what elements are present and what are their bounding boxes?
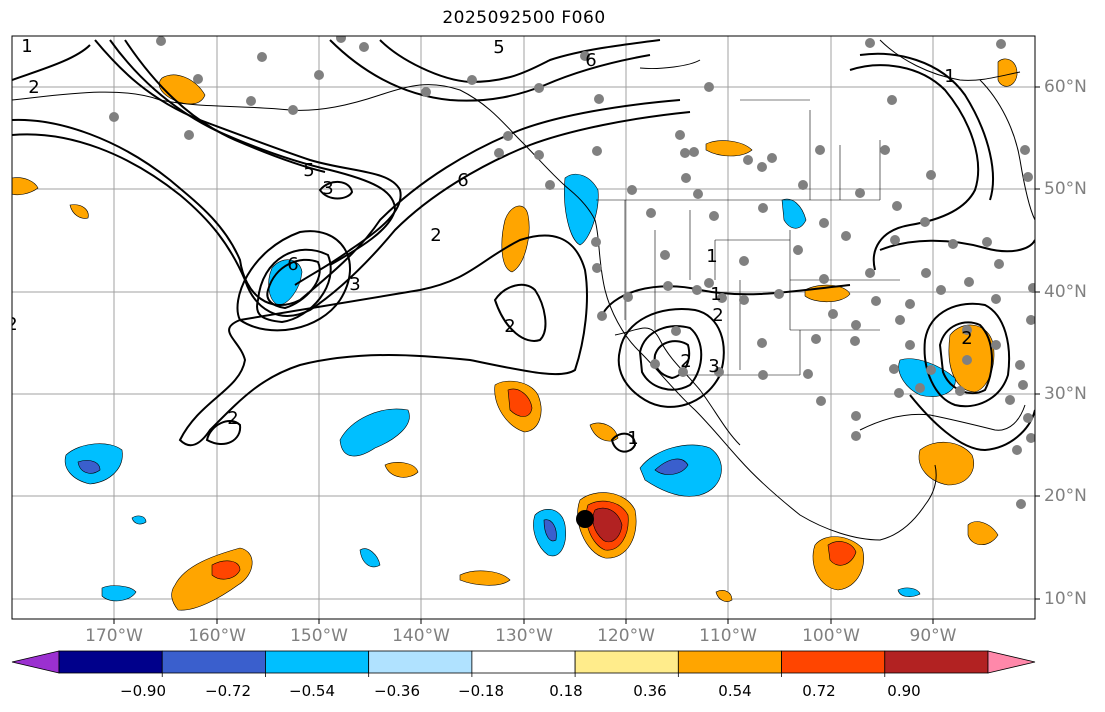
colorbar-tick-label: −0.90 — [120, 682, 166, 700]
contour-label: 6 — [287, 254, 298, 275]
lat-label: 30°N — [1044, 384, 1087, 404]
contour-label: 2 — [430, 225, 441, 246]
lon-label: 140°W — [392, 626, 450, 646]
colorbar-extend-high — [987, 650, 1036, 674]
colorbar-segment — [368, 650, 473, 674]
colorbar-segment — [884, 650, 989, 674]
contour-label: 2 — [961, 328, 972, 349]
colorbar-segment — [471, 650, 576, 674]
contour-label: 6 — [457, 170, 468, 191]
lat-label: 40°N — [1044, 282, 1087, 302]
lon-label: 100°W — [802, 626, 860, 646]
colorbar-tick-label: −0.36 — [374, 682, 420, 700]
map-title: 2025092500 F060 — [442, 8, 606, 28]
colorbar-segment — [58, 650, 163, 674]
colorbar — [11, 650, 1036, 677]
colorbar-tick-label: 0.72 — [802, 682, 836, 700]
colorbar-segment — [677, 650, 782, 674]
colorbar-extend-low — [11, 650, 60, 674]
lat-label: 50°N — [1044, 179, 1087, 199]
anomaly-fill — [12, 58, 1018, 611]
contour-label: 1 — [627, 428, 638, 449]
contour-label: 2 — [28, 77, 39, 98]
colorbar-segment — [161, 650, 266, 674]
colorbar-segment — [574, 650, 679, 674]
contour-label: 1 — [706, 246, 717, 267]
lon-label: 110°W — [699, 626, 757, 646]
colorbar-segment — [781, 650, 886, 674]
lon-label: 170°W — [85, 626, 143, 646]
contour-label: 2 — [227, 408, 238, 429]
station-markers — [109, 36, 1035, 509]
lat-label: 10°N — [1044, 589, 1087, 609]
contour-label: 3 — [349, 274, 360, 295]
colorbar-tick-label: 0.36 — [633, 682, 667, 700]
map-area: 1 2 5 6 5 3 6 2 6 3 2 2 1 2 2 3 1 2 1 2 … — [6, 36, 1035, 619]
lon-label: 120°W — [597, 626, 655, 646]
contour-label: 2 — [6, 314, 17, 335]
contour-label: 3 — [708, 356, 719, 377]
contour-label: 2 — [680, 351, 691, 372]
lon-label: 90°W — [909, 626, 957, 646]
colorbar-tick-label: 0.54 — [718, 682, 752, 700]
lon-label: 130°W — [495, 626, 553, 646]
colorbar-tick-label: −0.18 — [458, 682, 504, 700]
lat-label: 20°N — [1044, 486, 1087, 506]
contour-lines — [12, 39, 1035, 453]
contour-label: 5 — [303, 160, 314, 181]
colorbar-segment — [265, 650, 370, 674]
lon-label: 160°W — [188, 626, 246, 646]
colorbar-tick-label: −0.54 — [289, 682, 335, 700]
contour-label: 1 — [710, 284, 721, 305]
contour-label: 3 — [322, 178, 333, 199]
contour-label: 6 — [585, 50, 596, 71]
colorbar-tick-label: 0.18 — [549, 682, 583, 700]
graticule — [12, 36, 1035, 619]
lon-label: 150°W — [290, 626, 348, 646]
contour-label: 1 — [944, 66, 955, 87]
contour-label: 5 — [493, 37, 504, 58]
storm-center-marker — [576, 510, 594, 528]
contour-label-group: 1 2 5 6 5 3 6 2 6 3 2 2 1 2 2 3 1 2 1 2 … — [6, 36, 973, 449]
contour-label: 1 — [21, 36, 32, 57]
axis-ticks — [113, 86, 1040, 624]
lat-label: 60°N — [1044, 77, 1087, 97]
contour-label: 2 — [504, 316, 515, 337]
contour-label: 2 — [712, 305, 723, 326]
colorbar-tick-label: 0.90 — [887, 682, 921, 700]
colorbar-tick-label: −0.72 — [205, 682, 251, 700]
